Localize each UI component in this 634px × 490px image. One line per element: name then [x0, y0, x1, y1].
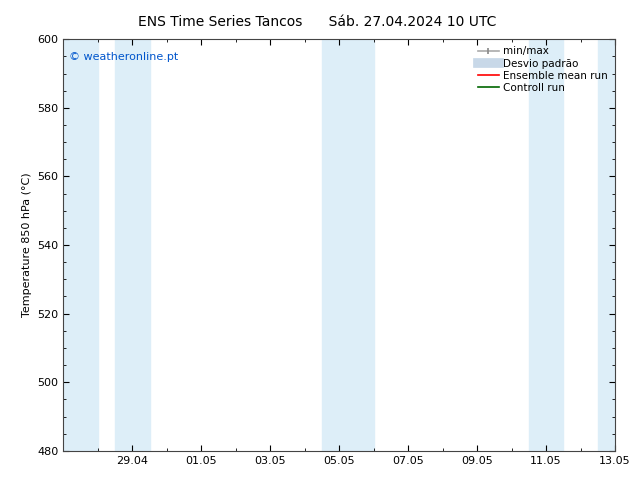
Legend: min/max, Desvio padrão, Ensemble mean run, Controll run: min/max, Desvio padrão, Ensemble mean ru… [476, 45, 610, 95]
Bar [115, 39, 150, 451]
Y-axis label: Temperature 850 hPa (°C): Temperature 850 hPa (°C) [22, 172, 32, 318]
Bar [598, 39, 615, 451]
Text: © weatheronline.pt: © weatheronline.pt [69, 51, 178, 62]
Bar [529, 39, 563, 451]
Bar [63, 39, 98, 451]
Text: ENS Time Series Tancos      Sáb. 27.04.2024 10 UTC: ENS Time Series Tancos Sáb. 27.04.2024 1… [138, 15, 496, 29]
Bar [322, 39, 373, 451]
